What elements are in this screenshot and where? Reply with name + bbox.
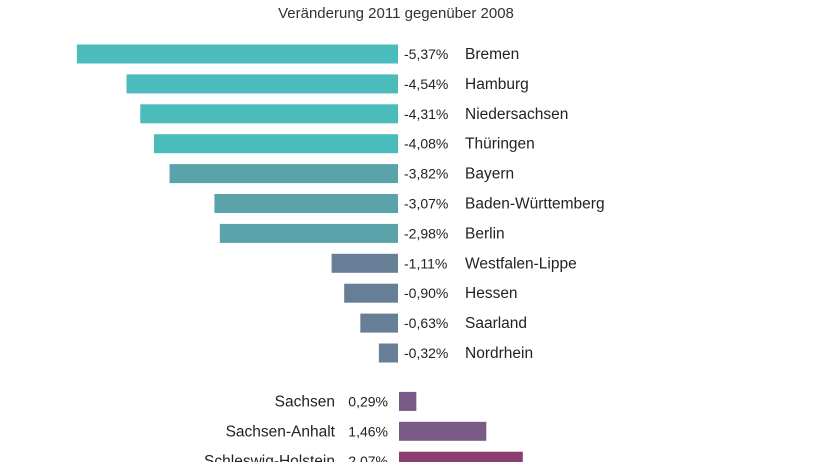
bar-berlin [219, 223, 398, 243]
category-label-sachsen: Sachsen [275, 393, 335, 410]
chart-title: Veränderung 2011 gegenüber 2008 [278, 5, 514, 22]
bar-hamburg [126, 74, 399, 94]
bar-hessen [344, 283, 398, 303]
value-label-sachsen-anhalt: 1,46% [348, 423, 388, 439]
category-label-schleswig-holstein: Schleswig-Holstein [204, 453, 335, 462]
value-label-sachsen: 0,29% [348, 393, 388, 409]
value-label-westfalen-lippe: -1,11% [404, 255, 447, 271]
category-label-bayern: Bayern [465, 166, 514, 183]
bar-bayern [169, 164, 398, 184]
category-label-baden-wuerttemberg: Baden-Württemberg [465, 196, 605, 213]
value-label-hessen: -0,90% [404, 285, 448, 301]
bar-bremen [76, 44, 399, 64]
category-label-thueringen: Thüringen [465, 136, 535, 153]
bar-sachsen [399, 391, 417, 411]
value-label-bayern: -3,82% [404, 166, 448, 182]
value-label-schleswig-holstein: 2,07% [348, 453, 388, 462]
bar-schleswig-holstein [399, 451, 523, 462]
value-label-nordrhein: -0,32% [404, 345, 448, 361]
category-label-bremen: Bremen [465, 46, 519, 63]
value-label-saarland: -0,63% [404, 315, 448, 331]
category-label-sachsen-anhalt: Sachsen-Anhalt [226, 423, 336, 440]
category-label-niedersachsen: Niedersachsen [465, 106, 568, 123]
bar-thueringen [154, 134, 398, 154]
category-label-nordrhein: Nordrhein [465, 345, 533, 362]
value-label-hamburg: -4,54% [404, 76, 448, 92]
bar-saarland [360, 313, 398, 333]
value-label-baden-wuerttemberg: -3,07% [404, 196, 448, 212]
bar-baden-wuerttemberg [214, 194, 398, 213]
bar-westfalen-lippe [331, 253, 398, 273]
value-label-niedersachsen: -4,31% [404, 106, 448, 122]
category-label-berlin: Berlin [465, 225, 505, 242]
category-label-hessen: Hessen [465, 285, 518, 302]
category-label-westfalen-lippe: Westfalen-Lippe [465, 255, 577, 272]
value-label-berlin: -2,98% [404, 225, 448, 241]
value-label-bremen: -5,37% [404, 46, 448, 62]
bar-sachsen-anhalt [399, 421, 487, 441]
category-label-hamburg: Hamburg [465, 76, 529, 93]
value-label-thueringen: -4,08% [404, 136, 448, 152]
bar-nordrhein [378, 343, 398, 363]
category-label-saarland: Saarland [465, 315, 527, 332]
bar-niedersachsen [140, 104, 398, 124]
